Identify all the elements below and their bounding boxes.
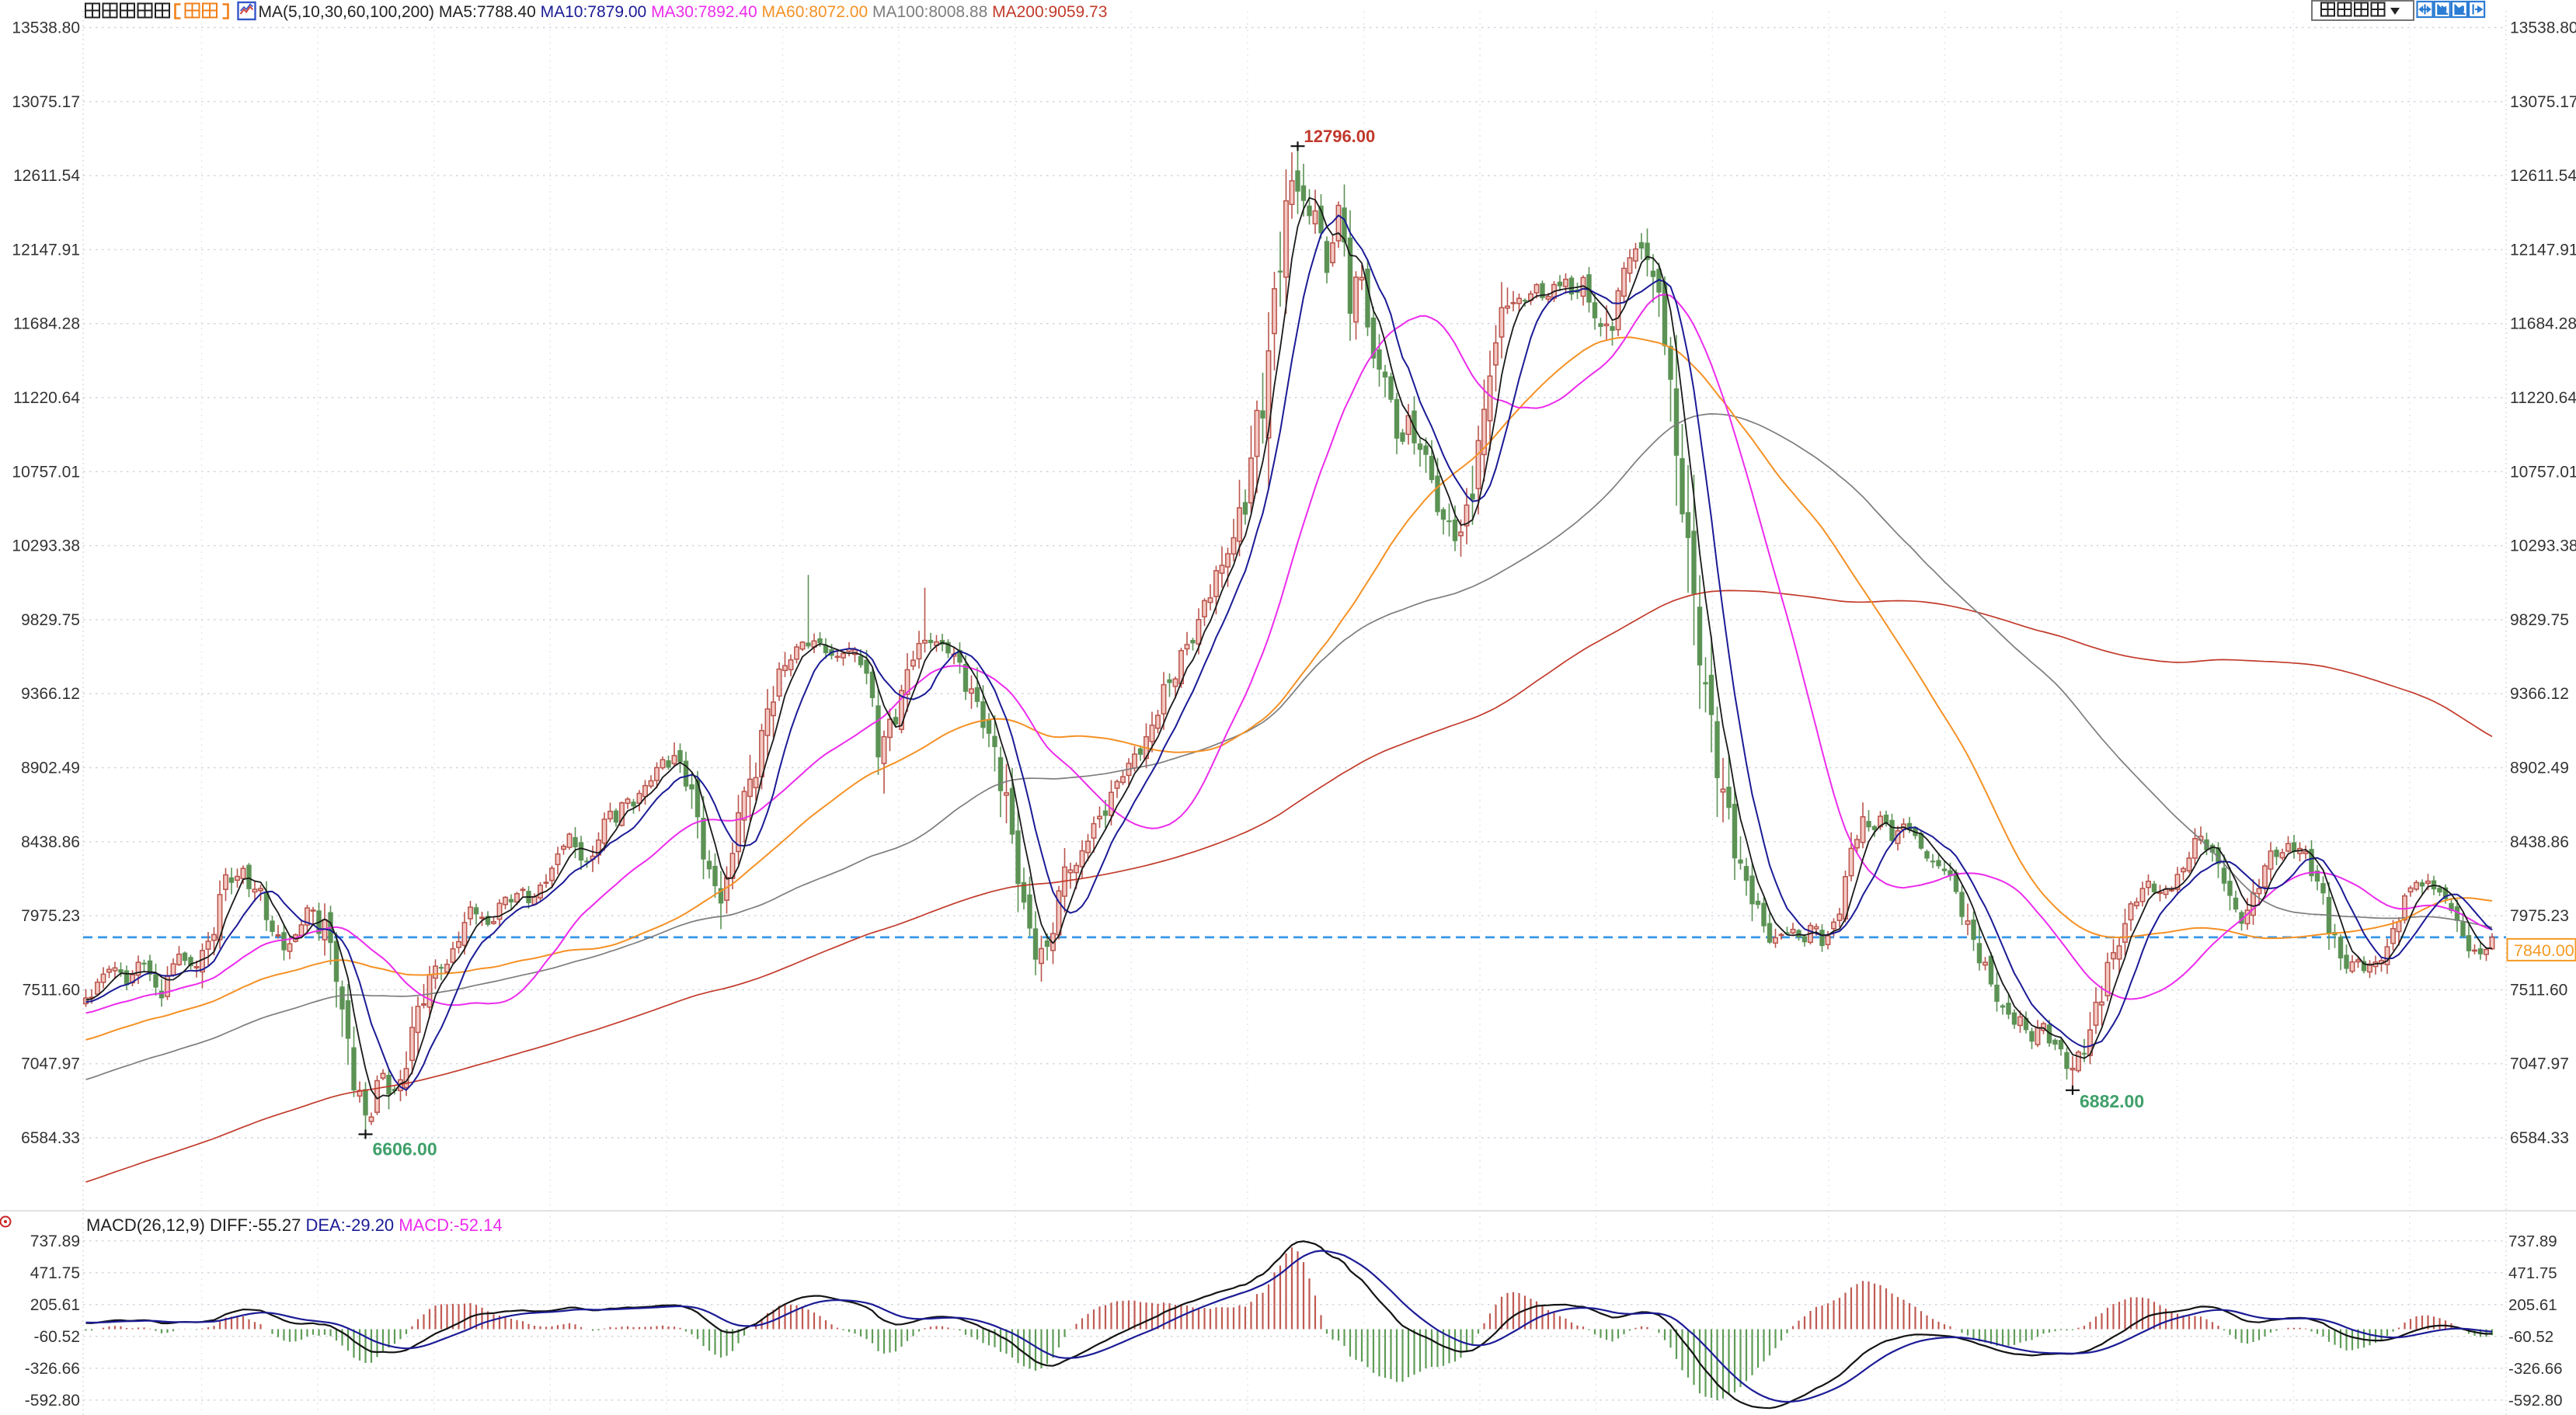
svg-text:7840.00: 7840.00 — [2514, 941, 2574, 960]
svg-text:471.75: 471.75 — [30, 1264, 80, 1282]
svg-text:11220.64: 11220.64 — [13, 389, 80, 407]
svg-text:13538.80: 13538.80 — [2510, 19, 2576, 37]
svg-text:737.89: 737.89 — [30, 1232, 80, 1250]
svg-text:6584.33: 6584.33 — [2510, 1129, 2569, 1147]
svg-text:8438.86: 8438.86 — [2510, 833, 2569, 851]
svg-text:9829.75: 9829.75 — [21, 611, 80, 629]
svg-text:7511.60: 7511.60 — [2510, 981, 2567, 999]
svg-text:10757.01: 10757.01 — [2510, 463, 2576, 481]
svg-text:-592.80: -592.80 — [25, 1392, 80, 1410]
svg-text:471.75: 471.75 — [2508, 1264, 2557, 1282]
svg-text:-60.52: -60.52 — [33, 1328, 80, 1346]
svg-text:-326.66: -326.66 — [2508, 1360, 2563, 1378]
svg-text:-60.52: -60.52 — [2508, 1328, 2553, 1346]
svg-text:MA(5,10,30,60,100,200) MA5:77: MA(5,10,30,60,100,200) MA5:7788.40 MA10:… — [259, 3, 1108, 21]
svg-text:7975.23: 7975.23 — [21, 907, 80, 925]
svg-text:8902.49: 8902.49 — [2510, 760, 2569, 777]
svg-text:10293.38: 10293.38 — [12, 537, 80, 555]
svg-text:10293.38: 10293.38 — [2510, 537, 2576, 555]
svg-text:8438.86: 8438.86 — [21, 833, 80, 851]
svg-text:9366.12: 9366.12 — [21, 685, 80, 703]
svg-text:7511.60: 7511.60 — [23, 981, 80, 999]
svg-text:7047.97: 7047.97 — [2510, 1055, 2569, 1073]
svg-text:205.61: 205.61 — [2508, 1296, 2557, 1314]
svg-text:8902.49: 8902.49 — [21, 760, 80, 777]
svg-text:-326.66: -326.66 — [25, 1360, 80, 1378]
svg-text:11220.64: 11220.64 — [2510, 389, 2576, 407]
svg-text:9829.75: 9829.75 — [2510, 611, 2569, 629]
svg-text:9366.12: 9366.12 — [2510, 685, 2569, 703]
svg-text:10757.01: 10757.01 — [12, 463, 80, 481]
svg-text:6606.00: 6606.00 — [373, 1139, 437, 1159]
svg-text:12147.91: 12147.91 — [2510, 241, 2576, 259]
svg-text:205.61: 205.61 — [30, 1296, 80, 1314]
svg-text:MACD(26,12,9) DIFF:-55.27 DEA: MACD(26,12,9) DIFF:-55.27 DEA:-29.20 MAC… — [86, 1215, 503, 1235]
svg-text:6584.33: 6584.33 — [21, 1129, 80, 1147]
svg-text:12611.54: 12611.54 — [13, 167, 80, 185]
svg-text:13075.17: 13075.17 — [12, 93, 80, 111]
svg-text:13538.80: 13538.80 — [12, 19, 80, 37]
svg-text:12796.00: 12796.00 — [1304, 127, 1376, 146]
svg-text:12611.54: 12611.54 — [2510, 167, 2576, 185]
svg-text:6882.00: 6882.00 — [2080, 1091, 2144, 1111]
svg-text:737.89: 737.89 — [2508, 1232, 2557, 1250]
svg-text:11684.28: 11684.28 — [2510, 315, 2576, 333]
svg-text:12147.91: 12147.91 — [12, 241, 80, 259]
svg-text:7975.23: 7975.23 — [2510, 907, 2569, 925]
svg-text:7047.97: 7047.97 — [21, 1055, 80, 1073]
svg-text:13075.17: 13075.17 — [2510, 93, 2576, 111]
svg-text:-592.80: -592.80 — [2508, 1392, 2563, 1410]
svg-text:11684.28: 11684.28 — [13, 315, 80, 333]
